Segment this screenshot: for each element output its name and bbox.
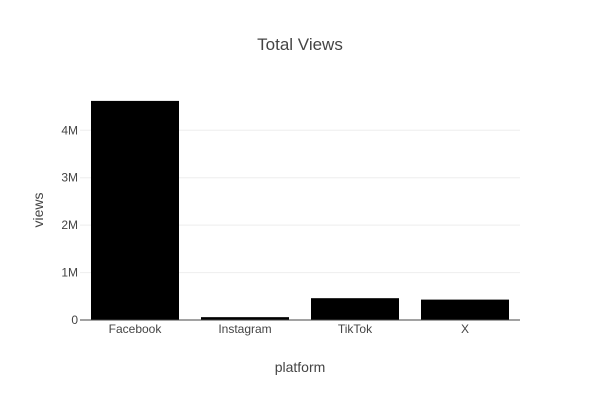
bar-tiktok[interactable] xyxy=(311,298,399,320)
x-tick-label: TikTok xyxy=(338,322,373,336)
chart-title: Total Views xyxy=(257,35,343,54)
y-tick-label: 3M xyxy=(61,171,78,185)
x-tick-label: Instagram xyxy=(218,322,271,336)
x-tick-labels: Facebook Instagram TikTok X xyxy=(109,322,469,336)
y-tick-labels: 0 1M 2M 3M 4M xyxy=(61,123,78,327)
bar-facebook[interactable] xyxy=(91,100,179,320)
bars xyxy=(91,100,509,320)
bar-instagram[interactable] xyxy=(201,317,289,320)
y-axis-title: views xyxy=(30,192,46,227)
bar-x[interactable] xyxy=(421,299,509,320)
x-axis-title: platform xyxy=(275,359,326,375)
y-tick-label: 0 xyxy=(71,313,78,327)
x-tick-label: Facebook xyxy=(109,322,163,336)
y-tick-label: 2M xyxy=(61,218,78,232)
x-tick-label: X xyxy=(461,322,469,336)
y-tick-label: 4M xyxy=(61,123,78,137)
y-tick-label: 1M xyxy=(61,266,78,280)
